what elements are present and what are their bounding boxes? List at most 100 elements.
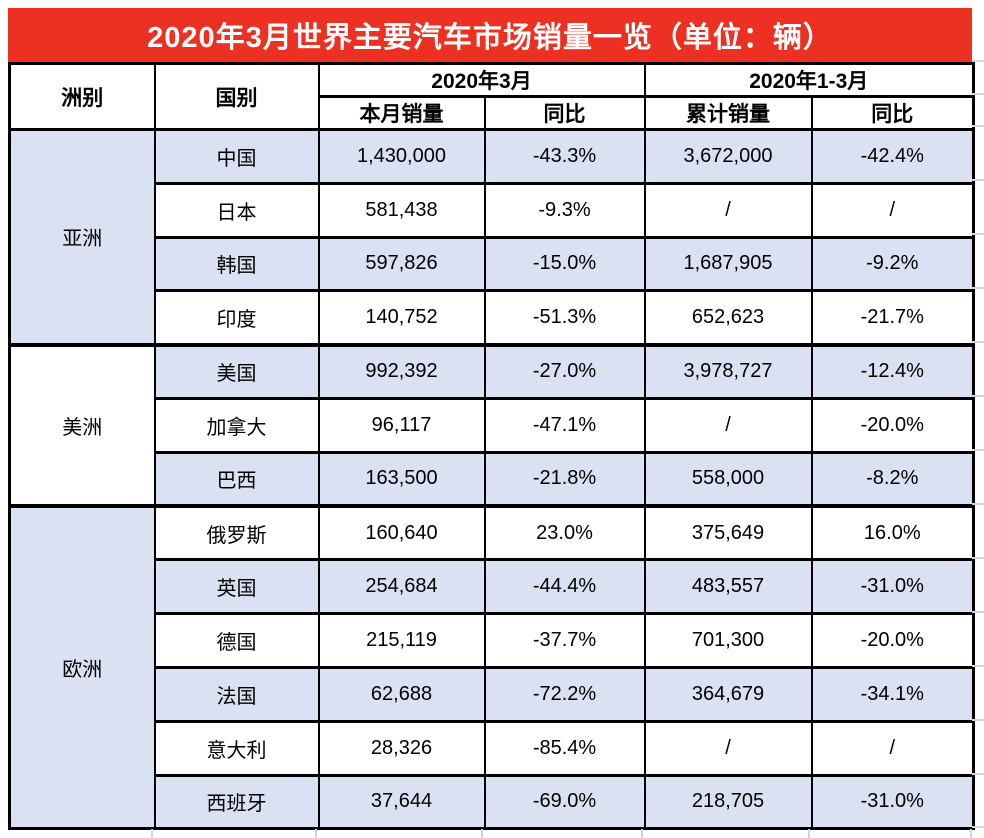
monthly-sales-cell: 160,640 bbox=[317, 504, 486, 562]
monthly-sales-cell: 1,430,000 bbox=[317, 128, 486, 185]
cumulative-sales-cell: 218,705 bbox=[643, 773, 813, 831]
col-header-continent: 洲别 bbox=[8, 62, 156, 131]
monthly-yoy-cell: -44.4% bbox=[483, 558, 646, 616]
monthly-sales-cell: 597,826 bbox=[317, 235, 486, 293]
table-row: 英国 254,684 -44.4% 483,557 -31.0% bbox=[10, 558, 975, 616]
monthly-sales-cell: 254,684 bbox=[317, 558, 486, 616]
country-cell: 意大利 bbox=[153, 719, 320, 777]
cumulative-yoy-cell: / bbox=[810, 181, 975, 239]
gridline-stub-horizontal bbox=[972, 773, 984, 775]
cumulative-sales-cell: 701,300 bbox=[643, 612, 813, 669]
table-row: 意大利 28,326 -85.4% / / bbox=[10, 719, 975, 777]
cumulative-yoy-cell: -21.7% bbox=[810, 289, 975, 347]
country-cell: 美国 bbox=[153, 342, 320, 400]
gridline-stub-horizontal bbox=[972, 60, 984, 62]
cumulative-sales-cell: 375,649 bbox=[643, 504, 813, 562]
gridline-stub-vertical bbox=[641, 829, 643, 838]
cumulative-sales-cell: / bbox=[643, 396, 813, 454]
gridline-stub-horizontal bbox=[972, 611, 984, 613]
table-row: 欧洲 俄罗斯 160,640 23.0% 375,649 16.0% bbox=[8, 504, 975, 831]
cumulative-sales-cell: 1,687,905 bbox=[643, 235, 813, 293]
col-header-country: 国别 bbox=[153, 62, 320, 131]
monthly-yoy-cell: -43.3% bbox=[483, 128, 646, 185]
country-cell: 印度 bbox=[153, 289, 320, 347]
monthly-sales-cell: 62,688 bbox=[317, 665, 486, 723]
cumulative-yoy-cell: / bbox=[810, 719, 975, 777]
monthly-sales-cell: 992,392 bbox=[317, 342, 486, 400]
continent-cell-americas: 美洲 bbox=[8, 342, 156, 508]
table-title: 2020年3月世界主要汽车市场销量一览（单位：辆） bbox=[8, 8, 972, 62]
table-row: 法国 62,688 -72.2% 364,679 -34.1% bbox=[10, 665, 975, 723]
monthly-yoy-cell: -15.0% bbox=[483, 235, 646, 293]
monthly-sales-cell: 215,119 bbox=[317, 612, 486, 669]
cumulative-yoy-cell: -31.0% bbox=[810, 558, 975, 616]
gridline-stub-vertical bbox=[970, 829, 972, 838]
gridline-stub-horizontal bbox=[972, 233, 984, 235]
table-row: 日本 581,438 -9.3% / / bbox=[10, 181, 975, 239]
gridline-stub-vertical bbox=[808, 829, 810, 838]
gridline-stub-horizontal bbox=[972, 826, 984, 828]
gridline-stub-horizontal bbox=[972, 341, 984, 343]
monthly-sales-cell: 37,644 bbox=[317, 773, 486, 831]
col-group-jan-mar: 2020年1-3月 bbox=[643, 62, 975, 98]
gridline-stub-horizontal bbox=[972, 665, 984, 667]
gridline-stub-horizontal bbox=[972, 557, 984, 559]
monthly-yoy-cell: -69.0% bbox=[483, 773, 646, 831]
continent-cell-asia: 亚洲 bbox=[8, 127, 156, 347]
country-cell: 法国 bbox=[153, 665, 320, 723]
table-row: 西班牙 37,644 -69.0% 218,705 -31.0% bbox=[10, 773, 975, 831]
gridline-stub-horizontal bbox=[972, 287, 984, 289]
gridline-stub-vertical bbox=[315, 829, 317, 838]
cumulative-yoy-cell: -20.0% bbox=[810, 612, 975, 669]
gridline-stub-horizontal bbox=[972, 179, 984, 181]
gridline-stub-horizontal bbox=[972, 395, 984, 397]
monthly-yoy-cell: -21.8% bbox=[483, 450, 646, 508]
country-cell: 德国 bbox=[153, 612, 320, 669]
table-row: 德国 215,119 -37.7% 701,300 -20.0% bbox=[10, 612, 975, 669]
cumulative-yoy-cell: 16.0% bbox=[810, 504, 975, 562]
table-row: 印度 140,752 -51.3% 652,623 -21.7% bbox=[10, 289, 975, 347]
cumulative-sales-cell: 483,557 bbox=[643, 558, 813, 616]
sales-table: 洲别 国别 2020年3月 2020年1-3月 本月销量 同比 累计销量 同比 … bbox=[8, 62, 976, 831]
gridline-stub-horizontal bbox=[972, 449, 984, 451]
cumulative-sales-cell: 364,679 bbox=[643, 665, 813, 723]
cumulative-yoy-cell: -12.4% bbox=[810, 342, 975, 400]
monthly-sales-cell: 28,326 bbox=[317, 719, 486, 777]
cumulative-yoy-cell: -20.0% bbox=[810, 396, 975, 454]
gridline-stub-horizontal bbox=[972, 719, 984, 721]
monthly-yoy-cell: 23.0% bbox=[483, 504, 646, 562]
table-row: 韩国 597,826 -15.0% 1,687,905 -9.2% bbox=[10, 235, 975, 293]
country-cell: 俄罗斯 bbox=[153, 504, 320, 562]
monthly-yoy-cell: -37.7% bbox=[483, 612, 646, 669]
gridline-stub-horizontal bbox=[972, 503, 984, 505]
gridline-stub-horizontal bbox=[972, 125, 984, 127]
cumulative-sales-cell: / bbox=[643, 181, 813, 239]
cumulative-yoy-cell: -9.2% bbox=[810, 235, 975, 293]
cumulative-yoy-cell: -42.4% bbox=[810, 128, 975, 185]
country-cell: 加拿大 bbox=[153, 396, 320, 454]
monthly-sales-cell: 163,500 bbox=[317, 450, 486, 508]
col-header-cumulative-yoy: 同比 bbox=[810, 95, 975, 131]
col-header-monthly-sales: 本月销量 bbox=[317, 95, 486, 131]
gridline-stub-vertical bbox=[481, 829, 483, 838]
cumulative-yoy-cell: -34.1% bbox=[810, 665, 975, 723]
monthly-sales-cell: 96,117 bbox=[317, 396, 486, 454]
monthly-sales-cell: 140,752 bbox=[317, 289, 486, 347]
monthly-yoy-cell: -9.3% bbox=[483, 181, 646, 239]
country-cell: 西班牙 bbox=[153, 773, 320, 831]
table-row: 加拿大 96,117 -47.1% / -20.0% bbox=[10, 396, 975, 454]
monthly-sales-cell: 581,438 bbox=[317, 181, 486, 239]
country-cell: 巴西 bbox=[153, 450, 320, 508]
cumulative-sales-cell: 3,978,727 bbox=[643, 342, 813, 400]
country-cell: 中国 bbox=[153, 128, 320, 185]
gridline-stub-vertical bbox=[151, 829, 153, 838]
table-row: 亚洲 中国 1,430,000 -43.3% 3,672,000 -42.4% bbox=[8, 127, 975, 347]
gridline-stub-horizontal bbox=[972, 93, 984, 95]
table-row: 美洲 美国 992,392 -27.0% 3,978,727 -12.4% bbox=[8, 342, 975, 508]
cumulative-sales-cell: / bbox=[643, 719, 813, 777]
country-cell: 韩国 bbox=[153, 235, 320, 293]
country-cell: 日本 bbox=[153, 181, 320, 239]
cumulative-yoy-cell: -31.0% bbox=[810, 773, 975, 831]
col-header-cumulative-sales: 累计销量 bbox=[643, 95, 813, 131]
